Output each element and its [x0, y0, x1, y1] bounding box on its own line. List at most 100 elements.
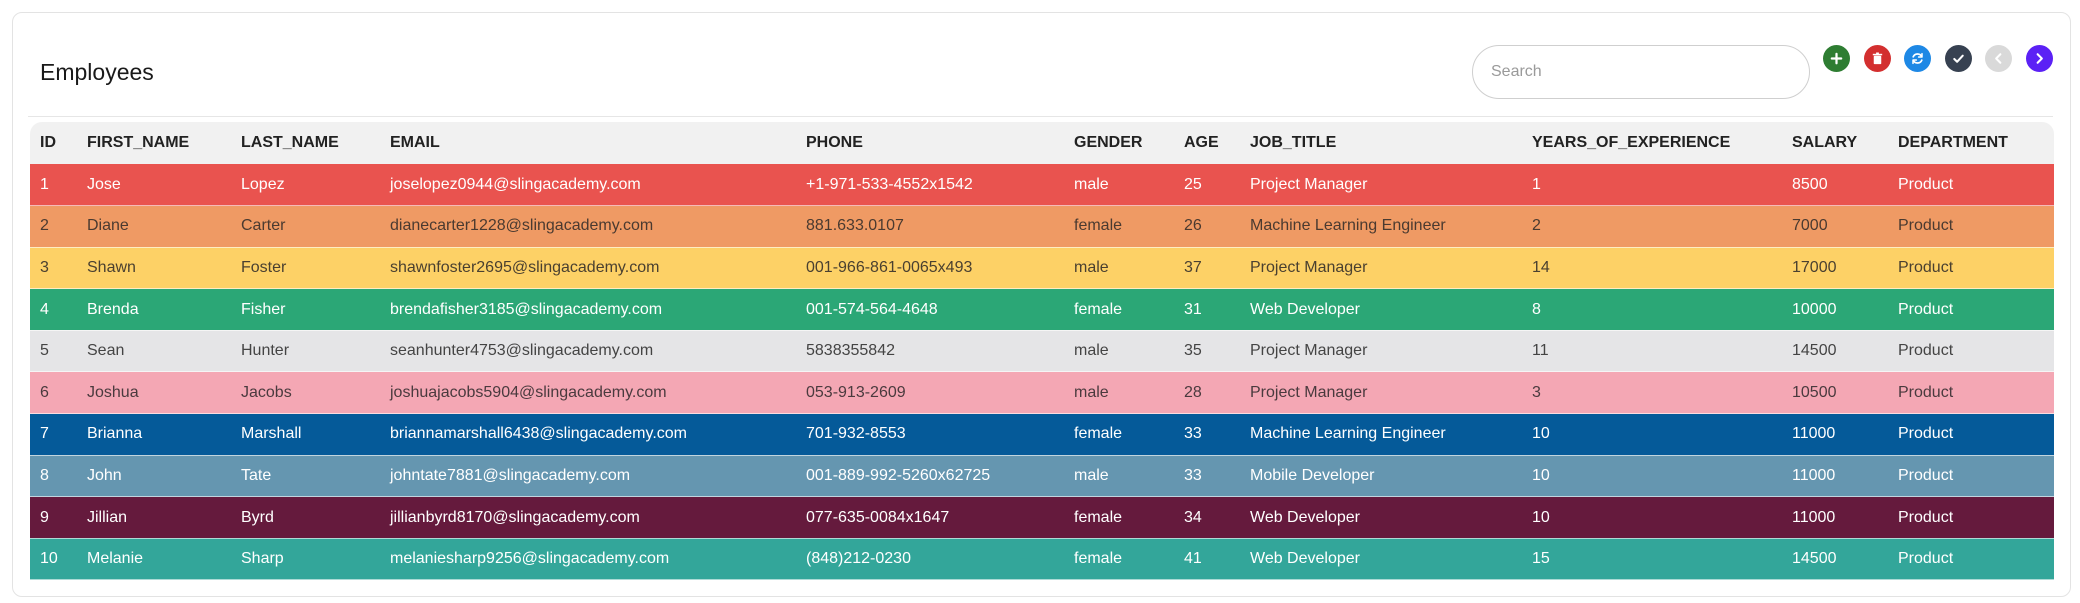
cell-gender: female [1064, 205, 1174, 248]
column-header-job-title[interactable]: JOB_TITLE [1250, 134, 1337, 151]
cell-last-name: Byrd [231, 496, 380, 539]
cell-first-name: John [77, 455, 231, 498]
cell-phone: 701-932-8553 [796, 413, 1064, 456]
cell-salary: 17000 [1782, 247, 1888, 290]
cell-age: 35 [1174, 330, 1240, 373]
cell-email: jillianbyrd8170@slingacademy.com [380, 496, 796, 539]
cell-last-name: Foster [231, 247, 380, 290]
column-header-gender[interactable]: GENDER [1074, 134, 1143, 151]
header-divider [28, 116, 2053, 117]
cell-gender: male [1064, 247, 1174, 290]
table-row[interactable]: 7 Brianna Marshall briannamarshall6438@slin… [30, 413, 2054, 456]
table-row[interactable]: 6 Joshua Jacobs joshuajacobs5904@slingacade… [30, 371, 2054, 415]
column-header-department[interactable]: DEPARTMENT [1898, 134, 2008, 151]
table-row[interactable]: 5 Sean Hunter seanhunter4753@slingacademy.c… [30, 330, 2054, 373]
column-header-first-name[interactable]: FIRST_NAME [87, 134, 190, 151]
cell-age: 31 [1174, 288, 1240, 331]
cell-phone: 5838355842 [796, 330, 1064, 373]
cell-age: 41 [1174, 538, 1240, 581]
cell-phone: (848)212-0230 [796, 538, 1064, 581]
refresh-button[interactable] [1904, 45, 1931, 72]
column-header-salary[interactable]: SALARY [1792, 134, 1858, 151]
cell-job-title: Project Manager [1240, 164, 1522, 207]
column-header-id[interactable]: ID [40, 134, 56, 151]
cell-department: Product [1888, 247, 2054, 290]
cell-gender: female [1064, 413, 1174, 456]
cell-job-title: Machine Learning Engineer [1240, 205, 1522, 248]
column-header-years-of-experience[interactable]: YEARS_OF_EXPERIENCE [1532, 134, 1731, 151]
cell-salary: 7000 [1782, 205, 1888, 248]
cell-years-of-experience: 3 [1522, 371, 1782, 415]
next-page-button[interactable] [2026, 45, 2053, 72]
cell-department: Product [1888, 455, 2054, 498]
cell-first-name: Jose [77, 164, 231, 207]
cell-id: 2 [30, 205, 77, 248]
cell-first-name: Melanie [77, 538, 231, 581]
cell-age: 28 [1174, 371, 1240, 415]
cell-job-title: Web Developer [1240, 538, 1522, 581]
cell-salary: 11000 [1782, 413, 1888, 456]
cell-id: 5 [30, 330, 77, 373]
cell-years-of-experience: 2 [1522, 205, 1782, 248]
column-header-age[interactable]: AGE [1184, 134, 1219, 151]
cell-email: shawnfoster2695@slingacademy.com [380, 247, 796, 290]
search-input[interactable] [1472, 45, 1810, 99]
cell-salary: 14500 [1782, 330, 1888, 373]
cell-id: 7 [30, 413, 77, 456]
cell-id: 4 [30, 288, 77, 331]
table-row[interactable]: 10 Melanie Sharp melaniesharp9256@slingacad… [30, 538, 2054, 581]
cell-department: Product [1888, 205, 2054, 248]
cell-email: johntate7881@slingacademy.com [380, 455, 796, 498]
cell-first-name: Diane [77, 205, 231, 248]
add-button[interactable] [1823, 45, 1850, 72]
table-row[interactable]: 1 Jose Lopez joselopez0944@slingacademy.com… [30, 164, 2054, 207]
cell-last-name: Lopez [231, 164, 380, 207]
cell-gender: male [1064, 330, 1174, 373]
column-header-phone[interactable]: PHONE [806, 134, 863, 151]
cell-age: 25 [1174, 164, 1240, 207]
cell-years-of-experience: 10 [1522, 413, 1782, 456]
cell-last-name: Tate [231, 455, 380, 498]
cell-phone: +1-971-533-4552x1542 [796, 164, 1064, 207]
cell-last-name: Sharp [231, 538, 380, 581]
cell-salary: 14500 [1782, 538, 1888, 581]
column-header-last-name[interactable]: LAST_NAME [241, 134, 339, 151]
cell-email: brendafisher3185@slingacademy.com [380, 288, 796, 331]
cell-years-of-experience: 10 [1522, 455, 1782, 498]
table-row[interactable]: 4 Brenda Fisher brendafisher3185@slingacade… [30, 288, 2054, 331]
table-row[interactable]: 2 Diane Carter dianecarter1228@slingacademy… [30, 205, 2054, 248]
cell-job-title: Project Manager [1240, 247, 1522, 290]
cell-email: dianecarter1228@slingacademy.com [380, 205, 796, 248]
table-row[interactable]: 3 Shawn Foster shawnfoster2695@slingacademy… [30, 247, 2054, 290]
cell-phone: 077-635-0084x1647 [796, 496, 1064, 539]
employees-table: ID FIRST_NAME LAST_NAME EMAIL PHONE GENDER AGE… [30, 122, 2054, 581]
previous-page-button[interactable] [1985, 45, 2012, 72]
cell-age: 33 [1174, 413, 1240, 456]
chevron-left-icon [1995, 53, 2002, 64]
cell-salary: 11000 [1782, 455, 1888, 498]
cell-email: melaniesharp9256@slingacademy.com [380, 538, 796, 581]
cell-id: 6 [30, 371, 77, 415]
cell-department: Product [1888, 496, 2054, 539]
table-row[interactable]: 9 Jillian Byrd jillianbyrd8170@slingacademy… [30, 496, 2054, 539]
cell-gender: male [1064, 455, 1174, 498]
column-header-email[interactable]: EMAIL [390, 134, 440, 151]
cell-phone: 001-966-861-0065x493 [796, 247, 1064, 290]
table-row[interactable]: 8 John Tate johntate7881@slingacademy.com 00… [30, 455, 2054, 498]
cell-years-of-experience: 1 [1522, 164, 1782, 207]
cell-last-name: Jacobs [231, 371, 380, 415]
trash-icon [1872, 52, 1883, 65]
cell-age: 26 [1174, 205, 1240, 248]
confirm-button[interactable] [1945, 45, 1972, 72]
cell-gender: female [1064, 496, 1174, 539]
cell-first-name: Joshua [77, 371, 231, 415]
cell-age: 37 [1174, 247, 1240, 290]
cell-email: briannamarshall6438@slingacademy.com [380, 413, 796, 456]
cell-id: 9 [30, 496, 77, 539]
table-header-row: ID FIRST_NAME LAST_NAME EMAIL PHONE GENDER AGE… [30, 122, 2054, 164]
delete-button[interactable] [1864, 45, 1891, 72]
plus-icon [1830, 52, 1843, 65]
cell-id: 1 [30, 164, 77, 207]
cell-years-of-experience: 10 [1522, 496, 1782, 539]
cell-last-name: Hunter [231, 330, 380, 373]
